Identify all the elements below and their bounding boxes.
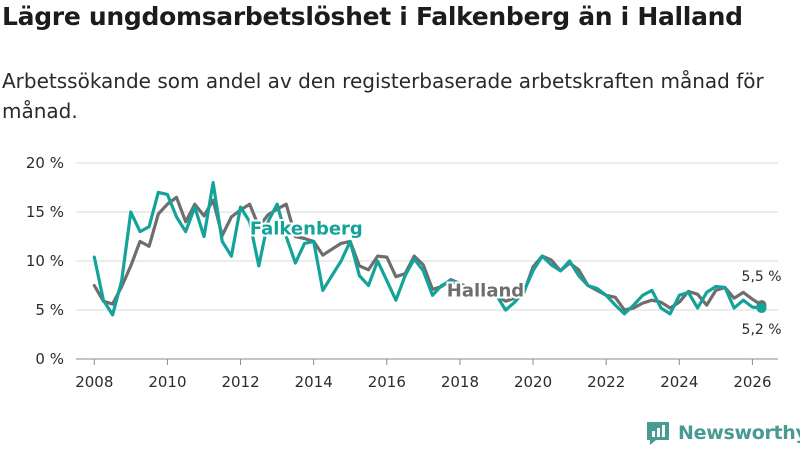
series-label-halland: Halland: [447, 280, 524, 301]
x-tick-label: 2014: [295, 373, 333, 391]
y-tick-label: 0 %: [35, 350, 64, 368]
y-tick-label: 5 %: [35, 301, 64, 319]
x-tick-label: 2022: [587, 373, 625, 391]
chart-title: Lägre ungdomsarbetslöshet i Falkenberg ä…: [2, 2, 743, 31]
end-point-falkenberg: [756, 303, 767, 314]
y-tick-label: 15 %: [26, 203, 64, 221]
end-value-label-falkenberg: 5,2 %: [742, 322, 782, 338]
newsworthy-logo-text: Newsworthy: [678, 422, 800, 444]
x-tick-label: 2008: [75, 373, 113, 391]
x-tick-label: 2018: [441, 373, 479, 391]
x-tick-label: 2016: [368, 373, 406, 391]
newsworthy-logo-icon: [647, 422, 669, 445]
x-tick-label: 2020: [514, 373, 552, 391]
x-tick-label: 2026: [733, 373, 771, 391]
y-tick-label: 10 %: [26, 252, 64, 270]
x-tick-label: 2024: [660, 373, 698, 391]
x-tick-label: 2010: [148, 373, 186, 391]
x-tick-label: 2012: [221, 373, 259, 391]
y-tick-label: 20 %: [26, 154, 64, 172]
newsworthy-logo[interactable]: Newsworthy: [644, 419, 800, 447]
series-line-halland: [92, 195, 764, 312]
series-line-falkenberg: [92, 181, 764, 317]
end-value-label-halland: 5,5 %: [742, 269, 782, 285]
chart-subtitle: Arbetssökande som andel av den registerb…: [2, 69, 764, 123]
series-label-falkenberg: Falkenberg: [250, 219, 363, 240]
